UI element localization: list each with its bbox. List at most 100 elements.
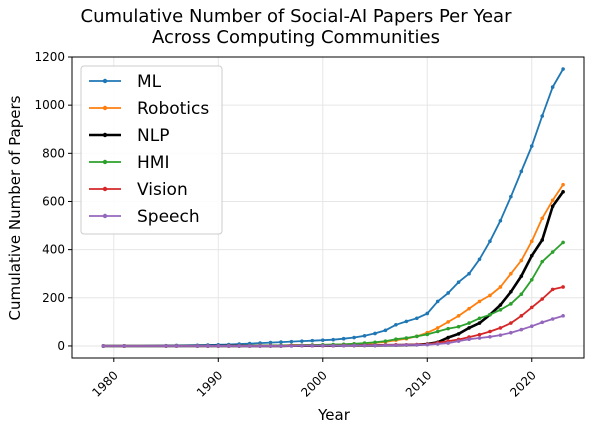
legend-marker-ml <box>102 78 108 84</box>
data-point-hmi <box>467 321 471 325</box>
data-point-speech <box>425 342 430 347</box>
data-point-speech <box>446 341 450 345</box>
data-point-ml <box>268 340 273 345</box>
data-point-nlp <box>540 238 545 242</box>
x-tick-label: 1990 <box>194 368 225 399</box>
data-point-hmi <box>550 250 555 254</box>
data-point-speech <box>320 343 325 348</box>
data-point-ml <box>425 311 430 316</box>
data-point-robotics <box>550 198 555 203</box>
data-point-speech <box>101 344 106 348</box>
data-point-speech <box>195 344 200 348</box>
data-point-nlp <box>467 326 471 330</box>
legend-marker-hmi <box>102 159 108 165</box>
data-point-nlp <box>509 289 513 294</box>
legend-label-speech: Speech <box>137 207 200 227</box>
data-point-speech <box>289 344 294 348</box>
data-point-speech <box>561 314 565 318</box>
data-point-ml <box>467 271 471 276</box>
data-point-hmi <box>509 302 513 306</box>
legend-marker-vision <box>102 186 108 192</box>
data-point-vision <box>477 332 482 337</box>
x-tick-label: 2010 <box>403 368 434 399</box>
data-point-speech <box>362 343 367 348</box>
data-point-ml <box>352 335 356 340</box>
data-point-nlp <box>561 190 565 194</box>
legend: ML Robotics NLP HMI Vision Speech <box>80 65 223 235</box>
data-point-ml <box>373 331 377 336</box>
data-point-speech <box>394 343 398 348</box>
data-point-speech <box>164 344 168 348</box>
data-point-nlp <box>446 335 450 340</box>
data-point-ml <box>519 169 524 174</box>
data-point-ml <box>394 322 398 327</box>
x-tick-label: 2000 <box>298 368 329 399</box>
data-point-ml <box>331 337 336 342</box>
data-point-speech <box>237 344 241 348</box>
data-point-hmi <box>435 329 440 334</box>
data-point-vision <box>519 314 524 318</box>
data-point-speech <box>122 344 127 348</box>
data-point-robotics <box>519 258 524 263</box>
y-tick-label: 600 <box>42 194 65 208</box>
data-point-ml <box>435 299 440 304</box>
data-point-speech <box>300 343 304 348</box>
data-point-ml <box>529 144 534 148</box>
data-point-speech <box>467 337 471 342</box>
data-point-hmi <box>373 340 377 345</box>
data-point-speech <box>279 344 283 348</box>
data-point-speech <box>331 343 336 348</box>
y-tick-label: 1200 <box>34 50 65 64</box>
series-lines <box>101 67 565 348</box>
y-tick-label: 0 <box>57 339 65 353</box>
data-point-hmi <box>498 308 503 312</box>
data-point-speech <box>174 344 179 348</box>
data-point-vision <box>488 329 492 334</box>
data-point-robotics <box>509 271 513 276</box>
x-tick-label: 2020 <box>507 368 538 399</box>
data-point-robotics <box>435 326 440 330</box>
data-point-speech <box>216 344 221 348</box>
data-point-speech <box>206 344 210 348</box>
data-point-speech <box>519 327 524 332</box>
y-tick-label: 1000 <box>34 98 65 112</box>
data-point-speech <box>258 344 262 348</box>
data-point-speech <box>404 343 409 347</box>
chart-title-line-1: Cumulative Number of Social-AI Papers Pe… <box>81 6 513 27</box>
legend-label-ml: ML <box>137 72 162 92</box>
y-tick-label: 200 <box>42 291 65 305</box>
data-point-hmi <box>415 334 419 339</box>
data-point-hmi <box>446 326 450 331</box>
data-point-ml <box>289 339 294 344</box>
data-point-nlp <box>529 253 534 258</box>
chart-title-line-2: Across Computing Communities <box>152 27 440 48</box>
data-point-robotics <box>477 299 482 304</box>
legend-marker-robotics <box>102 105 108 111</box>
data-point-nlp <box>519 274 524 278</box>
data-point-hmi <box>425 332 430 337</box>
data-point-ml <box>362 334 367 338</box>
data-point-ml <box>456 280 461 284</box>
legend-label-nlp: NLP <box>137 126 169 146</box>
data-point-ml <box>446 291 450 295</box>
data-point-ml <box>498 218 503 223</box>
data-point-speech <box>498 333 503 337</box>
data-point-speech <box>509 330 513 335</box>
data-point-nlp <box>477 321 482 325</box>
series-line-speech <box>103 315 564 347</box>
legend-marker-nlp <box>102 132 108 138</box>
x-tick-label: 1980 <box>89 368 120 399</box>
data-point-vision <box>540 297 545 301</box>
data-point-vision <box>509 321 513 325</box>
data-point-speech <box>352 343 356 348</box>
data-point-speech <box>435 342 440 346</box>
data-point-robotics <box>529 239 534 244</box>
data-point-hmi <box>477 316 482 321</box>
data-point-hmi <box>529 277 534 282</box>
data-point-nlp <box>550 204 555 209</box>
data-point-hmi <box>383 339 388 343</box>
series-line-ml <box>103 68 564 347</box>
data-point-ml <box>540 114 545 118</box>
data-point-ml <box>488 239 492 244</box>
